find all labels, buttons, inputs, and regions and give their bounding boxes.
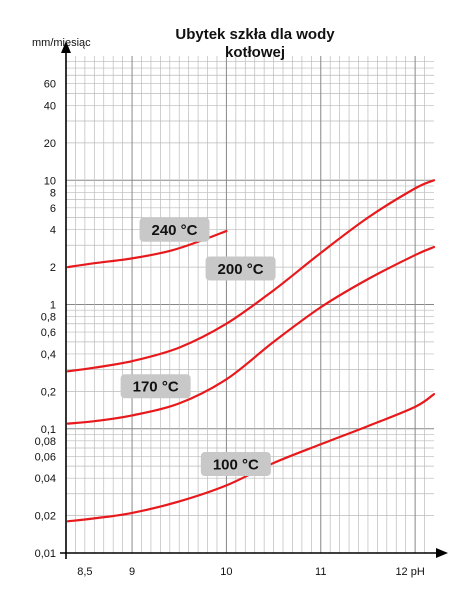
y-tick-label: 0,8 bbox=[41, 312, 56, 324]
y-tick-label: 0,2 bbox=[41, 386, 56, 398]
x-tick-label: 9 bbox=[129, 566, 135, 578]
y-tick-label: 60 bbox=[44, 79, 56, 91]
series-label-box bbox=[205, 256, 276, 281]
series-label-box bbox=[139, 217, 210, 242]
y-tick-label: 1 bbox=[50, 300, 56, 312]
series-label: 170 °C bbox=[133, 379, 179, 396]
y-tick-label: 0,06 bbox=[35, 451, 56, 463]
series-label: 240 °C bbox=[151, 222, 197, 239]
y-tick-label: 0,04 bbox=[35, 473, 56, 485]
chart-title-line2: kotłowej bbox=[225, 44, 285, 61]
y-tick-label: 6 bbox=[50, 203, 56, 215]
y-axis-label: mm/miesiąc bbox=[32, 37, 91, 49]
series-label-box bbox=[120, 374, 191, 399]
y-tick-label: 0,6 bbox=[41, 327, 56, 339]
y-tick-label: 0,02 bbox=[35, 511, 56, 523]
x-tick-label: 11 bbox=[315, 566, 326, 578]
y-tick-label: 10 bbox=[44, 175, 56, 187]
chart-title-line1: Ubytek szkła dla wody bbox=[175, 26, 335, 43]
series-label: 200 °C bbox=[218, 261, 264, 278]
series-line-2 bbox=[66, 245, 436, 425]
y-tick-label: 8 bbox=[50, 187, 56, 199]
y-tick-label: 4 bbox=[50, 225, 56, 237]
x-axis-arrow bbox=[436, 548, 448, 558]
y-tick-label: 0,01 bbox=[35, 548, 56, 560]
y-tick-label: 0,1 bbox=[41, 424, 56, 436]
y-tick-label: 2 bbox=[50, 262, 56, 274]
x-tick-label: 12 pH bbox=[395, 566, 424, 578]
series-label: 100 °C bbox=[213, 457, 259, 474]
y-tick-label: 40 bbox=[44, 100, 56, 112]
series-label-box bbox=[200, 452, 271, 477]
y-tick-label: 20 bbox=[44, 138, 56, 150]
series-line-1 bbox=[66, 179, 436, 373]
y-tick-label: 0,08 bbox=[35, 436, 56, 448]
x-tick-label: 8,5 bbox=[77, 566, 92, 578]
y-tick-label: 0,4 bbox=[41, 349, 56, 361]
x-tick-label: 10 bbox=[220, 566, 232, 578]
y-axis-arrow bbox=[61, 41, 71, 53]
